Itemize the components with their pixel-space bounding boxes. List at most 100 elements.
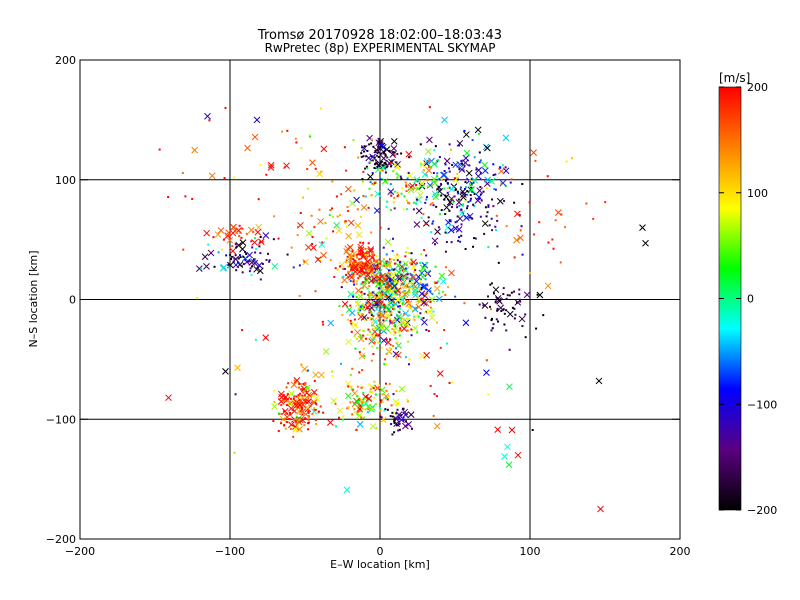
point-dot — [352, 293, 355, 296]
point-dot — [359, 409, 362, 412]
point-x-marker — [444, 224, 452, 231]
point-x-marker — [419, 273, 426, 281]
point-dot — [350, 263, 353, 266]
point-dot — [406, 276, 409, 279]
point-x-marker — [347, 219, 355, 227]
point-dot — [379, 262, 382, 265]
point-dot — [250, 240, 253, 243]
point-dot — [357, 396, 360, 399]
point-dot — [385, 180, 388, 183]
point-dot — [370, 252, 373, 255]
point-dot — [406, 246, 409, 249]
point-dot — [429, 203, 432, 206]
point-x-marker — [398, 385, 406, 393]
point-dot — [385, 363, 388, 366]
point-dot — [418, 288, 421, 291]
point-dot — [435, 321, 438, 324]
point-dot — [283, 424, 286, 427]
x-tick-label: 100 — [520, 545, 541, 558]
point-x-marker — [287, 405, 295, 412]
point-dot — [396, 195, 399, 198]
point-dot — [455, 220, 458, 223]
point-dot — [372, 333, 375, 336]
point-x-marker — [462, 154, 470, 162]
point-dot — [425, 174, 428, 177]
point-dot — [521, 183, 524, 186]
point-dot — [311, 394, 314, 397]
point-dot — [364, 316, 367, 319]
point-x-marker — [407, 186, 415, 194]
point-dot — [191, 197, 194, 200]
point-dot — [314, 290, 317, 293]
point-x-marker — [309, 159, 316, 166]
point-dot — [408, 301, 411, 304]
point-dot — [423, 264, 426, 267]
point-dot — [462, 203, 465, 206]
point-dot — [361, 283, 364, 286]
point-dot — [435, 205, 438, 208]
point-dot — [257, 198, 260, 201]
point-dot — [410, 258, 413, 261]
point-dot — [484, 316, 487, 319]
point-x-marker — [305, 230, 313, 237]
point-x-marker — [513, 236, 520, 244]
point-x-marker — [385, 159, 393, 167]
point-dot — [391, 328, 394, 331]
point-dot — [376, 149, 379, 152]
point-x-marker — [468, 186, 476, 194]
point-dot — [307, 418, 310, 421]
point-dot — [238, 224, 241, 227]
point-dot — [347, 406, 350, 409]
y-axis-ticks: −200 −100 0 100 200 — [46, 54, 680, 546]
point-dot — [500, 182, 503, 185]
point-dot — [490, 217, 493, 220]
point-dot — [350, 266, 353, 269]
point-dot — [391, 250, 394, 253]
point-dot — [352, 388, 355, 391]
point-dot — [365, 301, 368, 304]
point-dot — [345, 169, 348, 172]
point-dot — [428, 106, 431, 109]
point-dot — [286, 253, 289, 256]
point-dot — [382, 164, 385, 167]
point-dot — [505, 225, 508, 228]
point-dot — [390, 404, 393, 407]
point-x-marker — [365, 395, 373, 402]
point-dot — [254, 251, 257, 254]
point-dot — [388, 347, 391, 350]
point-dot — [351, 250, 354, 253]
point-dot — [359, 241, 362, 244]
point-x-marker — [336, 407, 344, 415]
point-x-marker — [471, 176, 479, 184]
point-dot — [585, 202, 588, 205]
point-x-marker — [203, 229, 211, 237]
point-dot — [370, 314, 373, 317]
point-dot — [396, 191, 399, 194]
point-x-marker — [496, 197, 504, 205]
point-dot — [468, 216, 471, 219]
point-dot — [463, 164, 466, 167]
point-dot — [398, 271, 401, 274]
point-dot — [493, 188, 496, 191]
point-dot — [375, 159, 378, 162]
point-dot — [412, 208, 415, 211]
point-dot — [355, 296, 358, 299]
point-dot — [285, 421, 288, 424]
point-x-marker — [251, 239, 258, 246]
point-dot — [396, 280, 399, 283]
point-dot — [478, 303, 481, 306]
point-dot — [297, 393, 300, 396]
point-dot — [514, 313, 517, 316]
point-dot — [487, 205, 490, 208]
point-dot — [358, 351, 361, 354]
point-dot — [491, 229, 494, 232]
point-dot — [365, 252, 368, 255]
point-dot — [387, 227, 390, 230]
point-dot — [313, 392, 316, 395]
point-dot — [362, 334, 365, 337]
point-dot — [396, 152, 399, 155]
point-dot — [496, 219, 499, 222]
point-x-marker — [452, 161, 460, 169]
point-dot — [480, 199, 483, 202]
point-dot — [310, 401, 313, 404]
